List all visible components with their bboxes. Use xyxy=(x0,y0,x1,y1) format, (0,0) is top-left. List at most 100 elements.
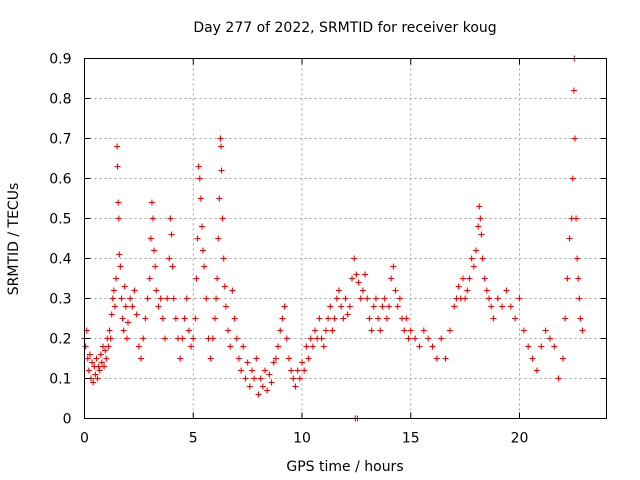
data-point xyxy=(142,315,149,322)
data-point xyxy=(446,327,453,334)
data-point xyxy=(221,283,228,290)
data-point xyxy=(340,315,347,322)
data-point xyxy=(438,335,445,342)
x-tick-label: 20 xyxy=(511,431,529,447)
data-point xyxy=(464,287,471,294)
data-point xyxy=(147,235,154,242)
data-point xyxy=(144,295,151,302)
data-point xyxy=(114,163,121,170)
data-point xyxy=(329,327,336,334)
data-point xyxy=(122,303,129,310)
data-point xyxy=(425,335,432,342)
data-point xyxy=(244,359,251,366)
data-point xyxy=(494,295,501,302)
data-point xyxy=(388,275,395,282)
y-tick-label: 0.9 xyxy=(49,52,71,68)
data-points xyxy=(81,55,586,422)
data-point xyxy=(238,367,245,374)
data-point xyxy=(259,383,266,390)
data-point xyxy=(82,343,89,350)
data-point xyxy=(200,247,207,254)
data-point xyxy=(542,327,549,334)
data-point xyxy=(102,347,109,354)
data-point xyxy=(227,343,234,350)
data-point xyxy=(203,295,210,302)
data-point xyxy=(115,215,122,222)
data-point xyxy=(127,295,134,302)
data-point xyxy=(303,343,310,350)
data-point xyxy=(392,287,399,294)
data-point xyxy=(533,367,540,374)
data-point xyxy=(123,335,130,342)
data-point xyxy=(95,363,102,370)
data-point xyxy=(159,315,166,322)
data-point xyxy=(194,235,201,242)
data-point xyxy=(190,335,197,342)
data-point xyxy=(390,263,397,270)
data-point xyxy=(216,195,223,202)
y-tick-label: 0.6 xyxy=(49,172,71,188)
data-point xyxy=(157,295,164,302)
data-point xyxy=(90,379,97,386)
data-point xyxy=(466,275,473,282)
data-point xyxy=(473,247,479,254)
data-point xyxy=(151,247,158,254)
data-point xyxy=(381,295,388,302)
data-point xyxy=(248,367,255,374)
data-point xyxy=(359,287,366,294)
data-point xyxy=(520,327,527,334)
data-point xyxy=(257,375,264,382)
data-point xyxy=(429,343,436,350)
data-point xyxy=(476,203,483,210)
axis-ticks: 0 0.1 0.2 0.3 0.4 0.5 0.6 0.7 0.8 0.9 0 5 10 15 20 xyxy=(49,52,607,447)
x-tick-label: 15 xyxy=(402,431,420,447)
data-point xyxy=(368,327,375,334)
data-point xyxy=(322,327,329,334)
data-point xyxy=(117,263,124,270)
data-point xyxy=(119,315,126,322)
data-point xyxy=(459,275,466,282)
data-point xyxy=(246,383,253,390)
data-point xyxy=(107,335,114,342)
data-point xyxy=(97,351,104,358)
data-point xyxy=(225,327,232,334)
data-point xyxy=(305,355,312,362)
data-point xyxy=(105,343,112,350)
data-point xyxy=(86,351,93,358)
data-point xyxy=(277,327,284,334)
data-point xyxy=(146,275,153,282)
data-point xyxy=(394,303,401,310)
data-point xyxy=(185,327,192,334)
data-point xyxy=(125,319,131,326)
data-point xyxy=(551,343,558,350)
data-point xyxy=(562,315,569,322)
data-point xyxy=(412,335,419,342)
data-point xyxy=(218,143,225,150)
data-point xyxy=(481,275,488,282)
data-point xyxy=(118,295,125,302)
data-point xyxy=(575,275,582,282)
data-point xyxy=(364,295,371,302)
data-point xyxy=(370,303,377,310)
data-point xyxy=(475,223,482,230)
data-point xyxy=(94,375,101,382)
data-point xyxy=(266,371,273,378)
data-point xyxy=(235,355,242,362)
data-point xyxy=(512,315,519,322)
data-point xyxy=(195,163,202,170)
data-point xyxy=(401,327,408,334)
data-point xyxy=(121,283,128,290)
y-tick-label: 0.2 xyxy=(49,332,71,348)
data-point xyxy=(89,359,96,366)
data-point xyxy=(346,303,353,310)
data-point xyxy=(333,295,340,302)
data-point xyxy=(327,303,334,310)
data-point xyxy=(490,315,497,322)
data-point xyxy=(219,215,226,222)
data-point xyxy=(166,255,173,262)
data-point xyxy=(479,255,486,262)
data-point xyxy=(272,355,279,362)
data-point xyxy=(362,271,369,278)
data-point xyxy=(251,375,258,382)
